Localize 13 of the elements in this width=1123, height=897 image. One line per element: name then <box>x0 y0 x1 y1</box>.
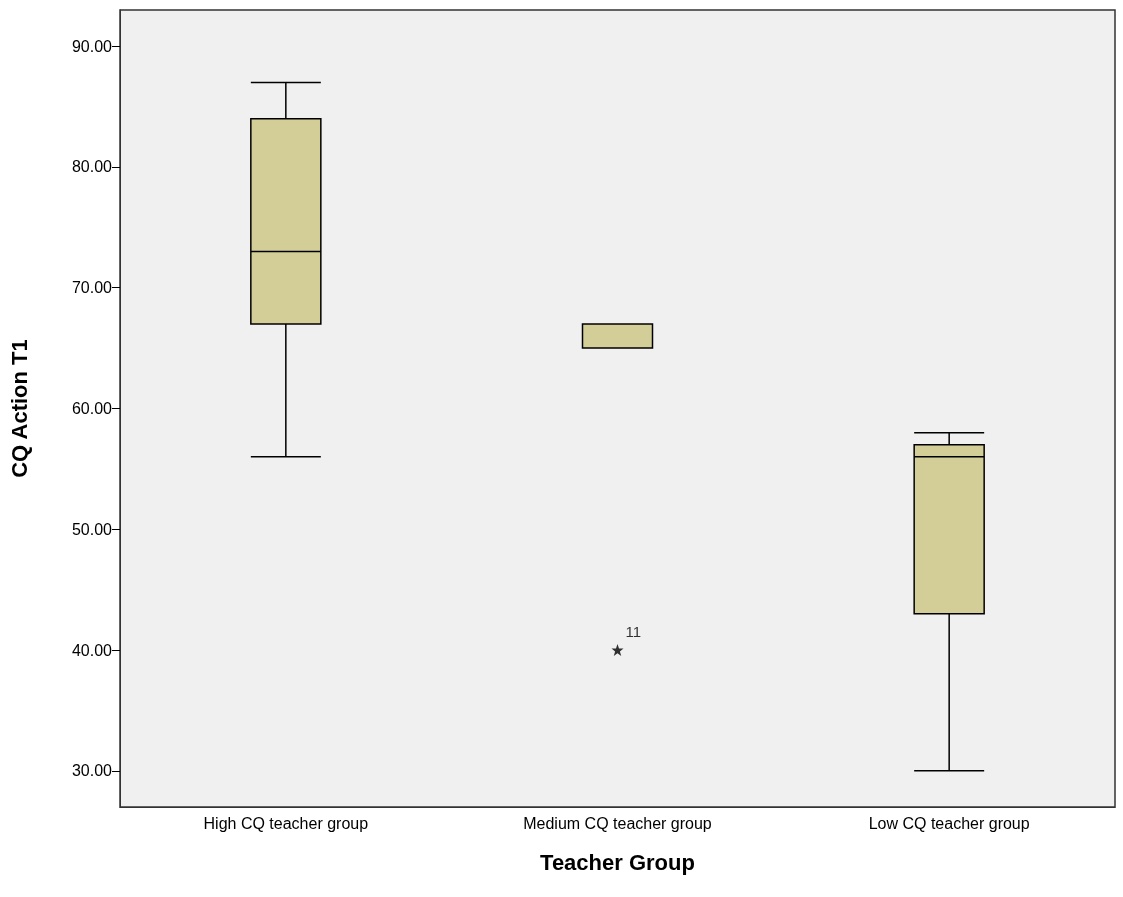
y-tick-label: 30.00 <box>71 762 113 780</box>
x-tick-label: High CQ teacher group <box>203 814 369 832</box>
y-tick-label: 70.00 <box>71 279 113 297</box>
y-tick-label: 80.00 <box>71 158 113 176</box>
y-tick-label: 50.00 <box>71 520 113 538</box>
y-axis-title: CQ Action T1 <box>6 339 32 478</box>
x-axis-title: Teacher Group <box>540 849 695 875</box>
y-tick-label: 40.00 <box>71 641 113 659</box>
y-tick-label: 60.00 <box>71 400 113 417</box>
y-tick-label: 90.00 <box>71 37 113 55</box>
annotation: 11 <box>625 623 642 641</box>
x-tick-label: Low CQ teacher group <box>868 814 1030 832</box>
x-tick-label: Medium CQ teacher group <box>523 814 712 832</box>
